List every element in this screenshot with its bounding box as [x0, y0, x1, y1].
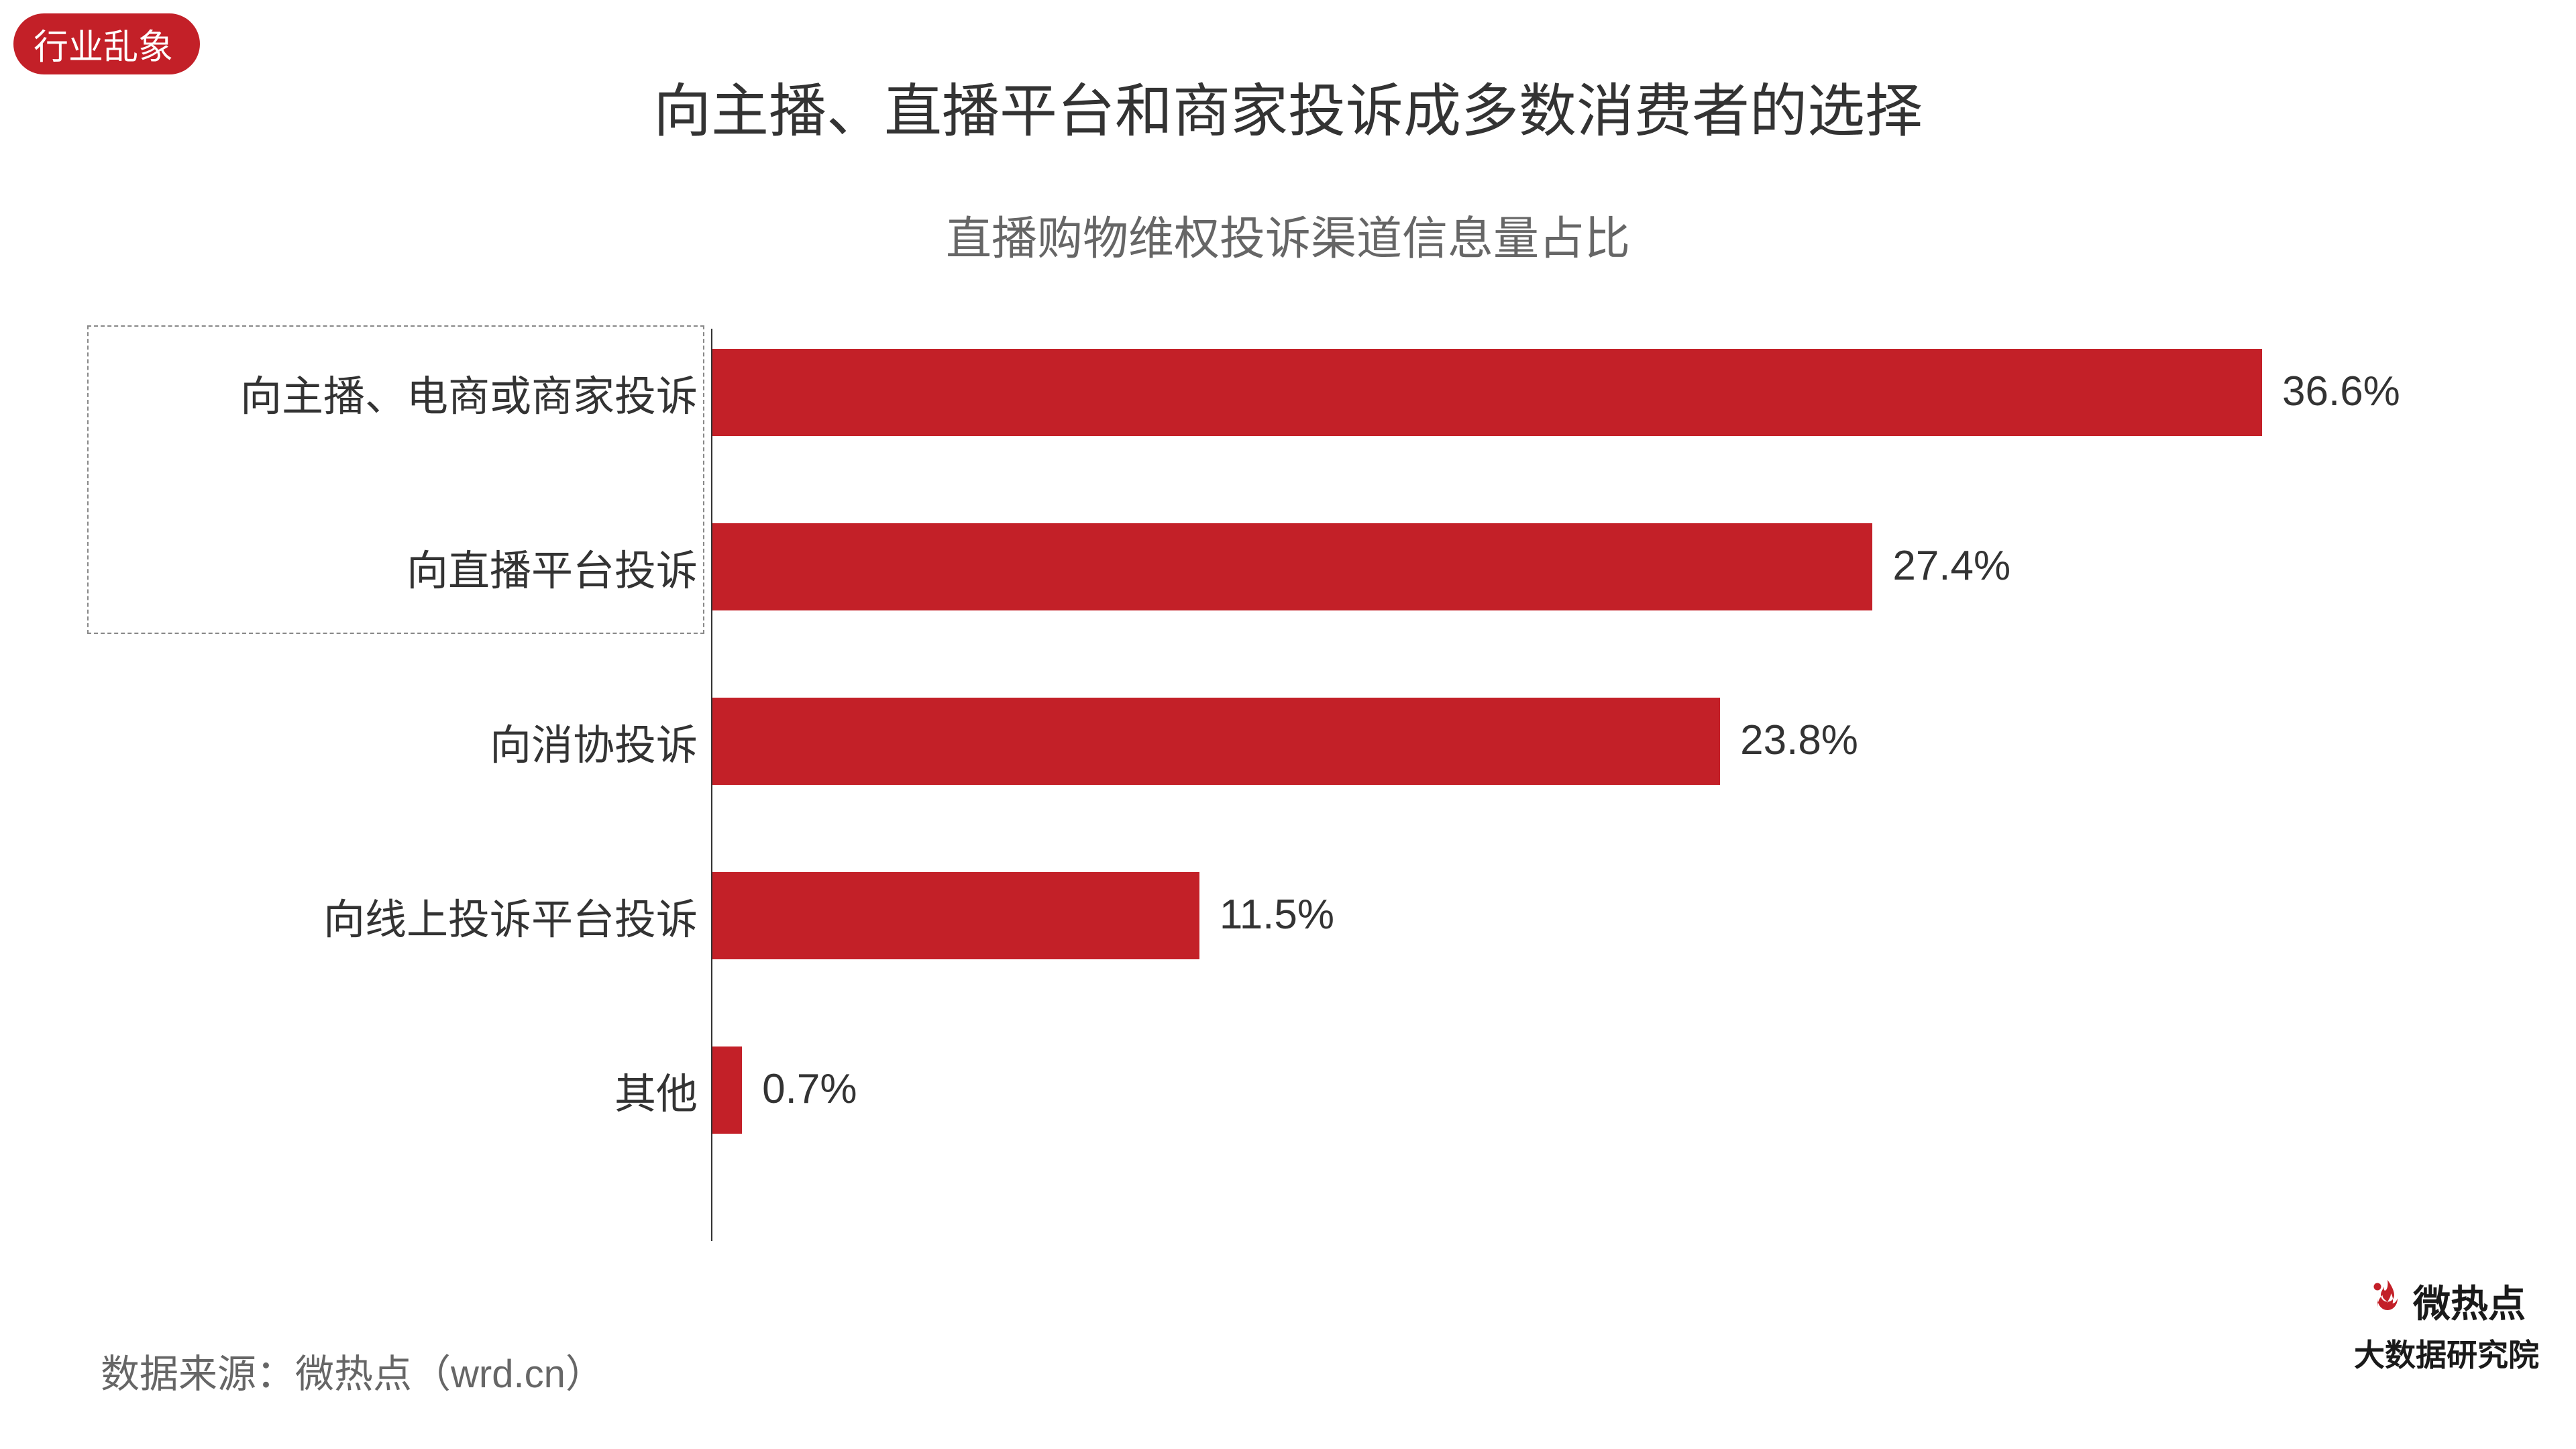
bar-row: 向线上投诉平台投诉 11.5%	[87, 872, 2469, 959]
bar	[712, 1046, 742, 1134]
bar	[712, 349, 2262, 436]
bar-row: 其他 0.7%	[87, 1046, 2469, 1134]
bar	[712, 523, 1872, 610]
flame-icon	[2367, 1277, 2408, 1326]
bar-row: 向消协投诉 23.8%	[87, 698, 2469, 785]
bar-value: 11.5%	[1220, 891, 1334, 938]
bar-row: 向主播、电商或商家投诉 36.6%	[87, 349, 2469, 436]
subtitle: 直播购物维权投诉渠道信息量占比	[0, 201, 2576, 268]
brand-logo: 微热点 大数据研究院	[2354, 1274, 2539, 1375]
bar-value: 23.8%	[1740, 716, 1858, 764]
bar-value: 0.7%	[762, 1065, 857, 1113]
bar-value: 27.4%	[1892, 542, 2010, 590]
bar-value: 36.6%	[2282, 368, 2400, 415]
bar-label: 其他	[614, 1060, 698, 1120]
bar	[712, 698, 1720, 785]
bar	[712, 872, 1199, 959]
bar-label: 向直播平台投诉	[407, 537, 698, 597]
category-tag-text: 行业乱象	[34, 28, 173, 67]
bar-label: 向线上投诉平台投诉	[323, 885, 698, 946]
brand-logo-top-text: 微热点	[2413, 1274, 2526, 1328]
bar-row: 向直播平台投诉 27.4%	[87, 523, 2469, 610]
brand-logo-bottom-text: 大数据研究院	[2354, 1331, 2539, 1375]
bar-chart: 向主播、电商或商家投诉 36.6% 向直播平台投诉 27.4% 向消协投诉 23.8% 向线…	[87, 329, 2469, 1241]
data-source: 数据来源：微热点（wrd.cn）	[101, 1342, 604, 1399]
bar-label: 向消协投诉	[490, 711, 698, 771]
bar-label: 向主播、电商或商家投诉	[240, 362, 698, 423]
main-title: 向主播、直播平台和商家投诉成多数消费者的选择	[0, 64, 2576, 148]
brand-logo-top: 微热点	[2354, 1274, 2539, 1328]
